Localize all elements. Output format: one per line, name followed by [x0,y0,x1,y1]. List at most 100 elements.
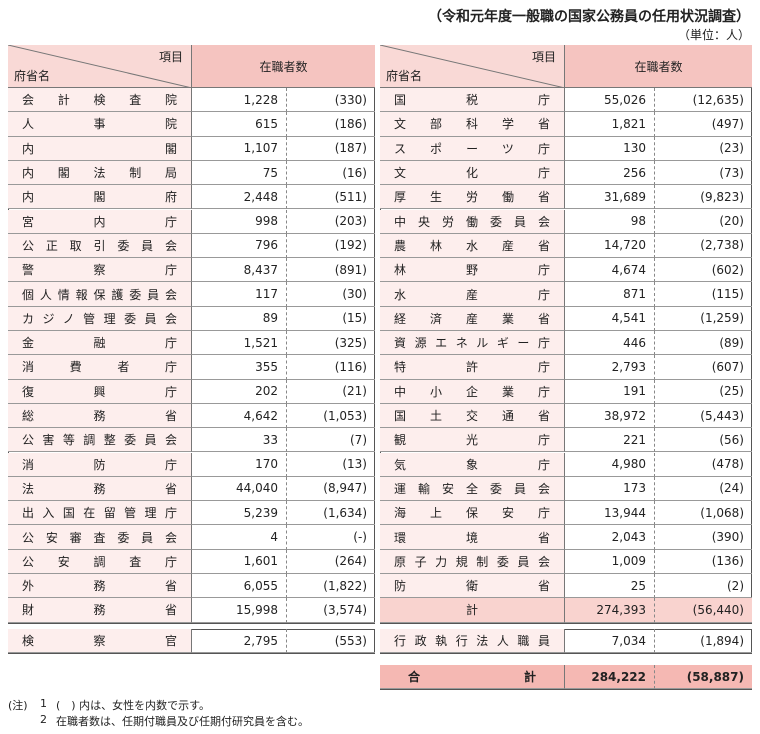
name-cell: 国税庁 [380,88,565,113]
count-cell: 13,944 [565,501,655,526]
name-cell: 検察官 [8,629,192,654]
name-cell-text: 消費者庁 [22,360,177,375]
name-cell-text: カジノ管理委員会 [22,311,177,326]
female-cell: (8,947) [287,477,375,502]
name-cell: 復興庁 [8,379,192,404]
name-cell: 合計 [380,665,565,690]
name-cell: 資源エネルギー庁 [380,331,565,356]
female-cell: (3,574) [287,598,375,623]
name-cell: 金融庁 [8,331,192,356]
count-cell: 1,601 [192,549,287,574]
count-cell: 998 [192,209,287,234]
name-cell: 運輸安全委員会 [380,476,565,502]
name-cell-text: 人事院 [22,117,177,132]
female-cell: (9,823) [655,185,752,210]
name-cell: 特許庁 [380,355,565,380]
name-cell-text: 内閣法制局 [22,166,177,181]
name-cell: 海上保安庁 [380,501,565,526]
name-cell-text: 宮内庁 [22,214,177,229]
female-cell: (1,053) [287,404,375,429]
count-cell: 1,821 [565,112,655,137]
count-cell: 256 [565,160,655,186]
name-cell: 公正取引委員会 [8,233,192,259]
count-cell: 4,642 [192,403,287,429]
note-number: 1 [40,697,47,710]
header-count: 在職者数 [565,45,752,88]
female-cell: (390) [655,525,752,550]
name-cell-text: 文部科学省 [394,117,550,132]
name-cell: 林野庁 [380,258,565,283]
female-cell: (186) [287,112,375,137]
name-cell: 総務省 [8,403,192,429]
name-cell: 個人情報保護委員会 [8,282,192,307]
name-cell-text: 資源エネルギー庁 [394,336,550,351]
count-cell: 117 [192,282,287,307]
count-cell: 55,026 [565,88,655,113]
title: （令和元年度一般職の国家公務員の任用状況調査） [428,9,750,25]
count-cell: 1,107 [192,136,287,161]
name-cell: 公害等調整委員会 [8,428,192,453]
name-cell: 中小企業庁 [380,379,565,404]
name-cell-text: 国税庁 [394,93,550,108]
female-cell: (7) [287,428,375,453]
name-cell-text: 合計 [408,670,536,685]
name-cell: 法務省 [8,476,192,502]
name-cell: 行政執行法人職員 [380,629,565,654]
header-item-cell: 項目 府省名 [8,45,192,88]
name-cell-text: 特許庁 [394,360,550,375]
female-cell: (24) [655,477,752,502]
female-cell: (30) [287,282,375,307]
count-cell: 2,448 [192,185,287,210]
count-cell: 284,222 [565,665,655,690]
count-cell: 14,720 [565,233,655,259]
count-cell: 38,972 [565,403,655,429]
unit: （単位：人） [677,28,750,42]
count-cell: 5,239 [192,501,287,526]
note-text: 在職者数は、任期付職員及び任期付研究員を含む。 [56,715,309,728]
name-cell: 警察庁 [8,258,192,283]
name-cell: 観光庁 [380,428,565,453]
female-cell: (497) [655,112,752,137]
name-cell: 内閣府 [8,185,192,210]
female-cell: (1,259) [655,307,752,331]
count-cell: 2,795 [192,629,287,654]
name-cell: 気象庁 [380,452,565,477]
count-cell: 4,980 [565,452,655,477]
count-cell: 7,034 [565,629,655,654]
female-cell: (2,738) [655,234,752,259]
count-cell: 4,674 [565,258,655,283]
name-cell: 文部科学省 [380,112,565,137]
name-cell-text: 会計検査院 [22,93,177,108]
name-cell: 厚生労働省 [380,185,565,210]
female-cell: (187) [287,137,375,161]
count-cell: 446 [565,331,655,356]
name-cell-text: スポーツ庁 [394,141,550,156]
name-cell: 宮内庁 [8,209,192,234]
female-cell: (553) [287,629,375,654]
name-cell-text: 金融庁 [22,336,177,351]
name-cell-text: 内閣 [22,141,177,156]
header-count: 在職者数 [192,45,375,88]
name-cell: 防衛省 [380,574,565,599]
diagonal [380,45,565,88]
name-cell-text: 林野庁 [394,263,550,278]
note-prefix: (注) [8,699,28,712]
header-item-cell: 項目 府省名 [380,45,565,88]
name-cell-text: 出入国在留管理庁 [22,506,177,521]
name-cell-text: 個人情報保護委員会 [22,287,177,302]
female-cell: (13) [287,453,375,477]
name-cell: 農林水産省 [380,233,565,259]
count-cell: 6,055 [192,574,287,599]
name-cell: 消費者庁 [8,355,192,380]
count-cell: 8,437 [192,258,287,283]
name-cell-text: 法務省 [22,481,177,496]
count-cell: 2,043 [565,525,655,550]
name-cell-text: 環境省 [394,530,550,545]
name-cell: 計 [380,598,565,623]
female-cell: (-) [287,525,375,550]
name-cell-text: 行政執行法人職員 [394,634,550,649]
name-cell-text: 運輸安全委員会 [394,481,550,496]
name-cell-text: 原子力規制委員会 [394,554,550,569]
female-cell: (5,443) [655,404,752,429]
